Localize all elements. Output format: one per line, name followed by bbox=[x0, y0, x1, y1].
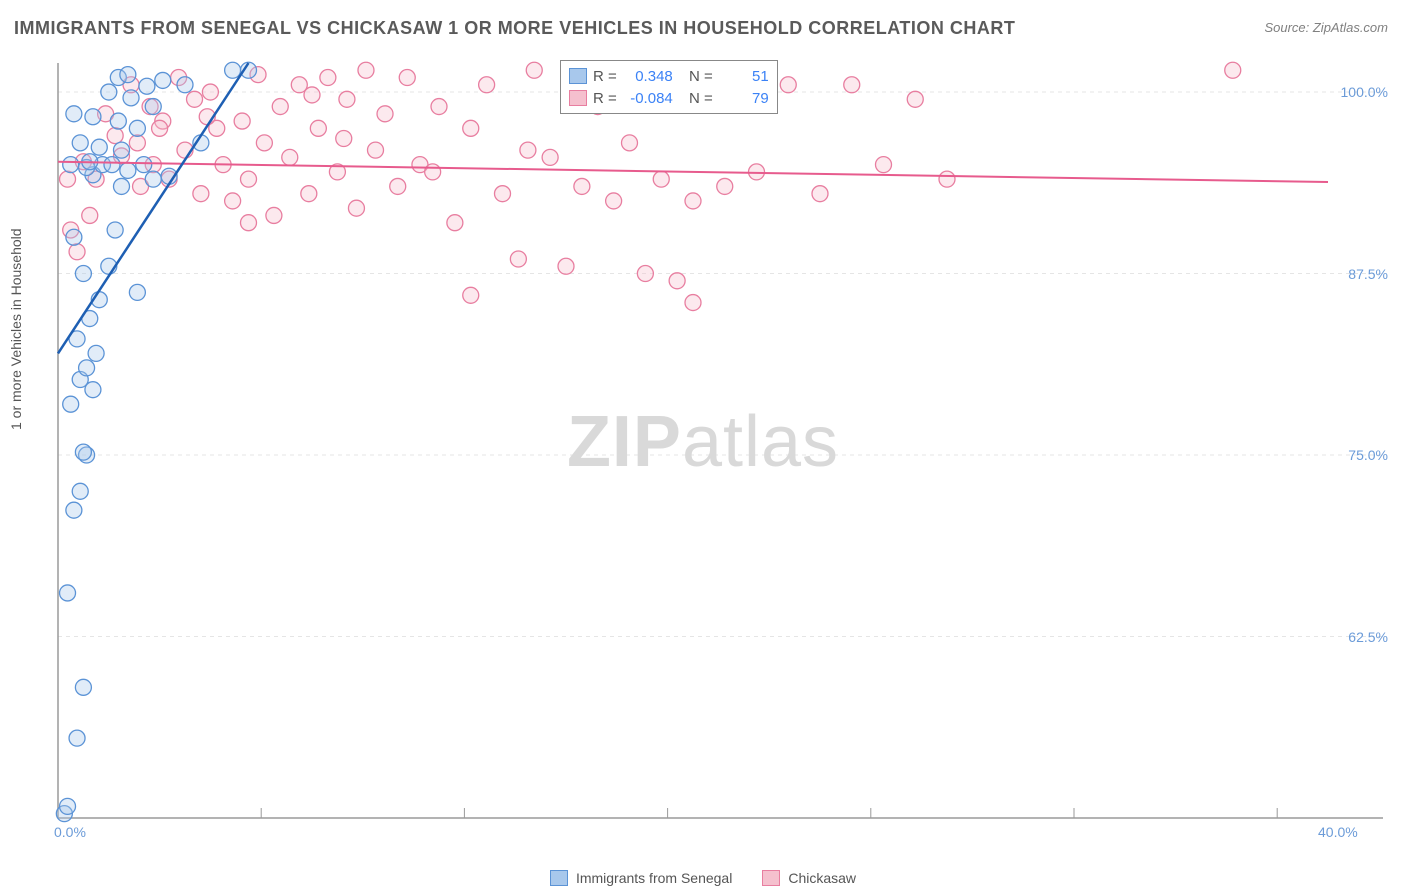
legend-row-chickasaw: R = -0.084 N = 79 bbox=[569, 87, 769, 109]
scatter-series-senegal bbox=[56, 62, 256, 821]
y-axis-label: 1 or more Vehicles in Household bbox=[8, 228, 24, 430]
y-tick-label: 62.5% bbox=[1348, 629, 1388, 645]
n-value-chickasaw: 79 bbox=[719, 90, 769, 107]
n-value-senegal: 51 bbox=[719, 68, 769, 85]
y-tick-label: 100.0% bbox=[1341, 84, 1388, 100]
legend-row-senegal: R = 0.348 N = 51 bbox=[569, 65, 769, 87]
scatter-plot bbox=[48, 58, 1388, 848]
correlation-legend: R = 0.348 N = 51 R = -0.084 N = 79 bbox=[560, 60, 778, 114]
y-tick-label: 75.0% bbox=[1348, 447, 1388, 463]
r-label: R = bbox=[593, 68, 617, 85]
legend-label-senegal: Immigrants from Senegal bbox=[576, 870, 732, 886]
legend-label-chickasaw: Chickasaw bbox=[788, 870, 856, 886]
n-label: N = bbox=[689, 90, 713, 107]
legend-item-senegal: Immigrants from Senegal bbox=[550, 870, 732, 886]
x-tick-label: 40.0% bbox=[1318, 824, 1358, 840]
legend-swatch-chickasaw bbox=[569, 90, 587, 106]
chart-title: IMMIGRANTS FROM SENEGAL VS CHICKASAW 1 O… bbox=[14, 18, 1015, 39]
r-label: R = bbox=[593, 90, 617, 107]
y-tick-label: 87.5% bbox=[1348, 266, 1388, 282]
x-tick-label: 0.0% bbox=[54, 824, 86, 840]
source-prefix: Source: bbox=[1264, 20, 1312, 35]
legend-swatch-chickasaw bbox=[762, 870, 780, 886]
r-value-chickasaw: -0.084 bbox=[623, 90, 673, 107]
n-label: N = bbox=[689, 68, 713, 85]
legend-item-chickasaw: Chickasaw bbox=[762, 870, 856, 886]
series-legend: Immigrants from Senegal Chickasaw bbox=[0, 870, 1406, 886]
r-value-senegal: 0.348 bbox=[623, 68, 673, 85]
source-link[interactable]: ZipAtlas.com bbox=[1313, 20, 1388, 35]
legend-swatch-senegal bbox=[569, 68, 587, 84]
legend-swatch-senegal bbox=[550, 870, 568, 886]
source-attribution: Source: ZipAtlas.com bbox=[1264, 20, 1388, 35]
